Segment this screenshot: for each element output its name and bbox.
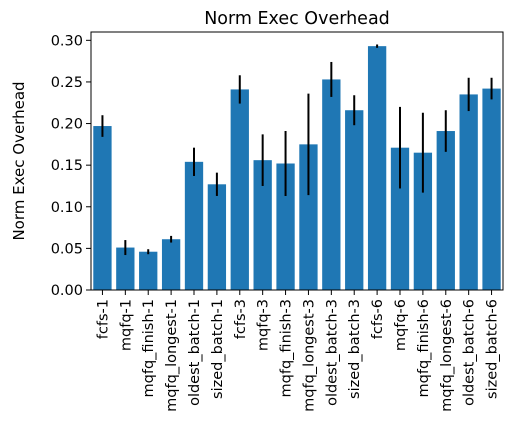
x-tick-label: mqfq-6 <box>393 299 409 351</box>
y-tick-label: 0.10 <box>51 200 83 216</box>
y-tick-label: 0.15 <box>51 158 83 174</box>
bar <box>93 126 112 290</box>
bar <box>230 89 249 290</box>
bar <box>459 94 478 290</box>
y-tick-label: 0.30 <box>51 33 83 49</box>
plot-area: 0.00 0.05 0.10 0.15 0.20 0.25 0.30 fcfs-1 mqfq-1… <box>51 31 504 412</box>
x-tick-label: fcfs-3 <box>233 299 249 339</box>
bar <box>299 144 318 290</box>
axes-frame <box>90 31 504 291</box>
bar <box>436 131 455 290</box>
y-tick-label: 0.00 <box>51 283 83 299</box>
x-tick-label: oldest_batch-6 <box>462 299 478 406</box>
x-tick-label: mqfq_finish-3 <box>279 299 295 397</box>
bar <box>413 152 433 290</box>
bar <box>390 147 410 290</box>
x-tick-label: sized_batch-6 <box>485 299 501 399</box>
chart-title: Norm Exec Overhead <box>204 9 390 29</box>
bar <box>161 239 181 290</box>
bar <box>139 251 158 290</box>
x-tick-label: mqfq_finish-6 <box>416 299 432 397</box>
bar <box>253 160 272 290</box>
bar <box>322 79 341 290</box>
y-axis-title: Norm Exec Overhead <box>10 81 28 240</box>
bar <box>345 110 364 290</box>
x-tick-label: mqfq-3 <box>256 299 272 351</box>
bar <box>482 88 501 290</box>
bar <box>367 46 387 290</box>
x-tick-label: mqfq_finish-1 <box>141 299 157 397</box>
bar <box>276 163 295 290</box>
x-tick-label: fcfs-6 <box>370 299 386 339</box>
x-tick-label: mqfq-1 <box>118 299 134 351</box>
y-tick-label: 0.05 <box>51 241 83 257</box>
y-tick-label: 0.20 <box>51 117 83 133</box>
bar <box>116 247 135 290</box>
x-tick-label: sized_batch-1 <box>210 299 226 399</box>
y-tick-label: 0.25 <box>51 75 83 91</box>
x-tick-label: mqfq_longest-3 <box>301 299 317 412</box>
bar <box>184 161 204 290</box>
x-tick-label: mqfq_longest-6 <box>439 299 455 412</box>
x-tick-label: fcfs-1 <box>95 299 111 339</box>
x-tick-label: oldest_batch-3 <box>324 299 340 406</box>
x-tick-label: oldest_batch-1 <box>187 299 203 406</box>
bar <box>207 184 227 290</box>
x-tick-label: mqfq_longest-1 <box>164 299 180 412</box>
x-tick-label: sized_batch-3 <box>347 299 363 399</box>
